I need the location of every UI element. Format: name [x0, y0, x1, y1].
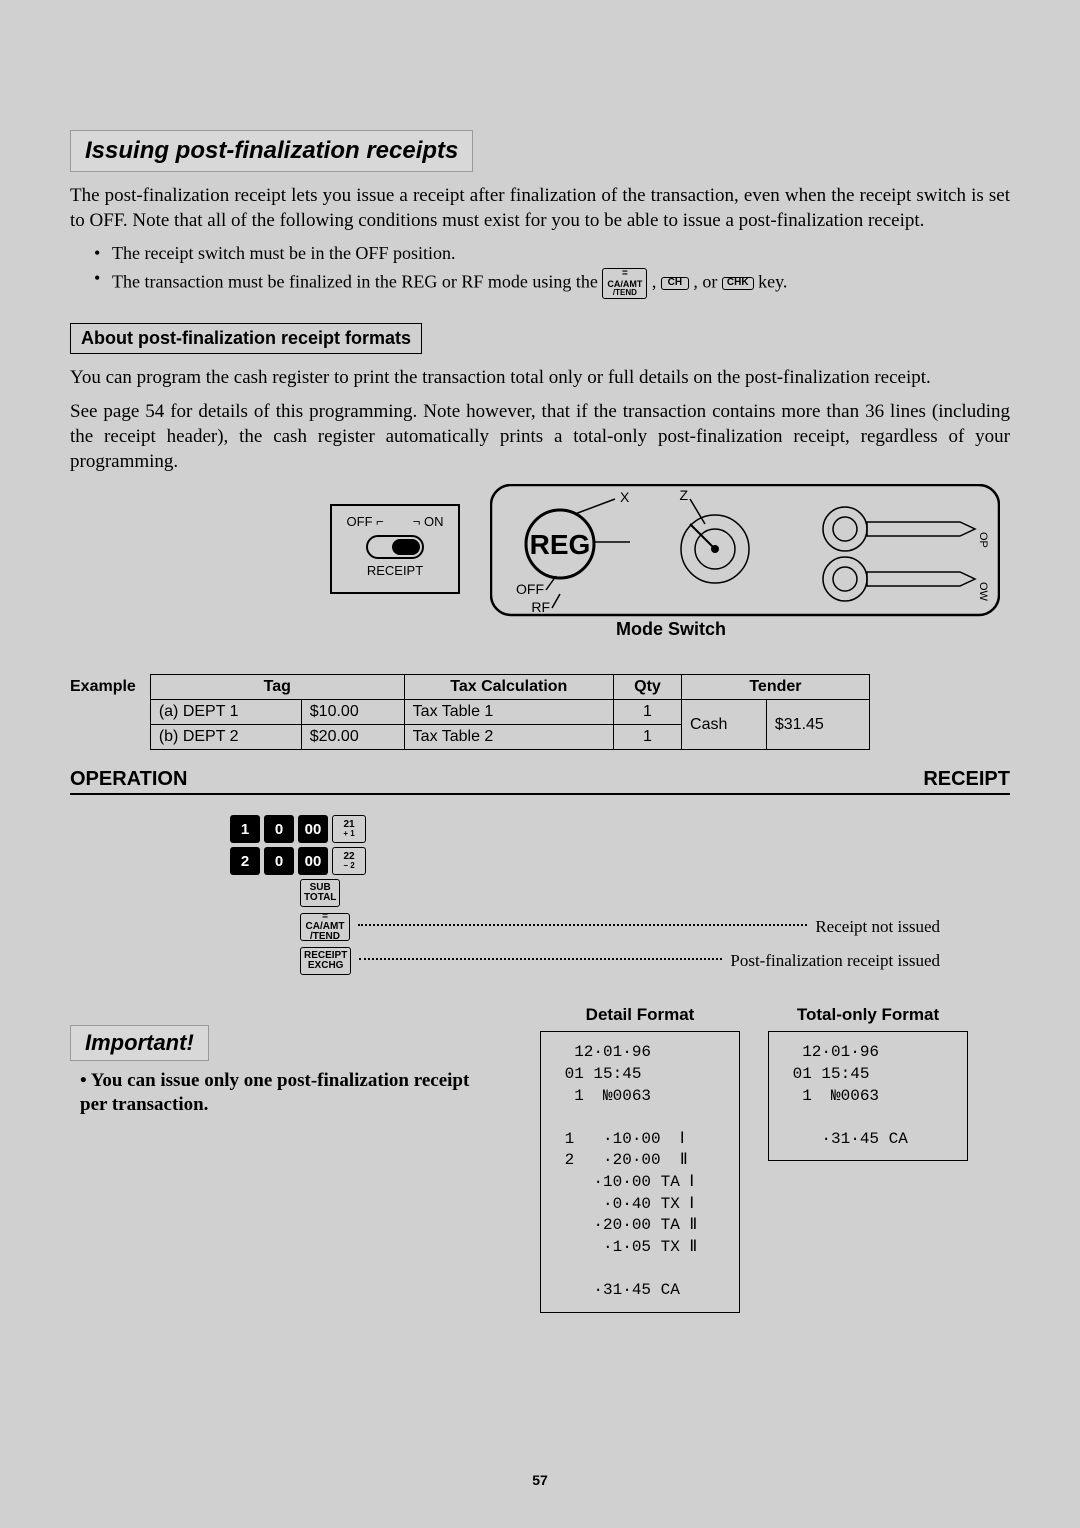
note-line: RECEIPTEXCHG Post-finalization receipt i…	[300, 947, 940, 975]
svg-text:RF: RF	[531, 599, 550, 615]
important-body: You can issue only one post-finalization…	[70, 1069, 470, 1117]
svg-text:OW: OW	[977, 582, 989, 602]
switch-knob	[392, 539, 420, 555]
cell: (b) DEPT 2	[150, 725, 301, 750]
receipt-label: RECEIPT	[923, 768, 1010, 791]
cell-tender-amt: $31.45	[766, 700, 869, 750]
dept-key: 22− 2	[332, 847, 366, 875]
receipt-exchg-key: RECEIPTEXCHG	[300, 947, 351, 975]
th-tender: Tender	[682, 675, 870, 700]
text: The transaction must be finalized in the…	[112, 272, 602, 292]
cell: 1	[613, 725, 681, 750]
detail-format-col: Detail Format 12·01·96 01 15:45 1 №0063 …	[540, 1005, 740, 1312]
operation-receipt-header: OPERATION RECEIPT	[70, 768, 1010, 795]
section-heading: Issuing post-finalization receipts	[70, 130, 473, 172]
diagrams-area: OFF ⌐ ¬ ON RECEIPT REG X OFF	[70, 484, 1010, 644]
detail-format-title: Detail Format	[540, 1005, 740, 1025]
text: ,	[652, 272, 661, 292]
intro-paragraph: The post-finalization receipt lets you i…	[70, 184, 1010, 233]
svg-text:OP: OP	[977, 532, 989, 548]
cell-tender-type: Cash	[682, 700, 767, 750]
conditions-list: The receipt switch must be in the OFF po…	[94, 243, 1010, 298]
ca-amt-tend-key: = CA/AMT/TEND	[602, 268, 647, 298]
paragraph: See page 54 for details of this programm…	[70, 400, 1010, 474]
condition-item: The transaction must be finalized in the…	[94, 268, 1010, 298]
receipt-switch-diagram: OFF ⌐ ¬ ON RECEIPT	[330, 504, 460, 594]
important-heading: Important!	[70, 1025, 209, 1061]
example-label: Example	[70, 678, 136, 696]
example-table: Tag Tax Calculation Qty Tender (a) DEPT …	[150, 674, 870, 750]
total-format-col: Total-only Format 12·01·96 01 15:45 1 №0…	[768, 1005, 968, 1312]
cell: Tax Table 2	[404, 725, 613, 750]
total-receipt: 12·01·96 01 15:45 1 №0063 ·31·45 CA	[768, 1031, 968, 1161]
digit-key: 2	[230, 847, 260, 875]
ca-amt-tend-key: = CA/AMT/TEND	[300, 913, 350, 941]
key-row: SUBTOTAL	[300, 879, 1010, 907]
lower-area: Important! You can issue only one post-f…	[70, 1005, 1010, 1305]
text: , or	[693, 272, 722, 292]
switch-track	[366, 535, 424, 559]
page: Issuing post-finalization receipts The p…	[0, 0, 1080, 1528]
th-tax: Tax Calculation	[404, 675, 613, 700]
content-area: Issuing post-finalization receipts The p…	[70, 130, 1010, 1305]
condition-item: The receipt switch must be in the OFF po…	[94, 243, 1010, 264]
cell: $10.00	[301, 700, 404, 725]
detail-receipt: 12·01·96 01 15:45 1 №0063 1 ·10·00 Ⅰ 2 ·…	[540, 1031, 740, 1312]
note-line: = CA/AMT/TEND Receipt not issued	[300, 913, 940, 941]
digit-key: 0	[264, 815, 294, 843]
page-number: 57	[0, 1472, 1080, 1488]
cell: $20.00	[301, 725, 404, 750]
cell: (a) DEPT 1	[150, 700, 301, 725]
operation-block: 1 0 00 21+ 1 2 0 00 22− 2 SUBTOTAL	[230, 815, 1010, 975]
digit-key: 00	[298, 847, 328, 875]
receipt-label: RECEIPT	[332, 563, 458, 578]
cell: Tax Table 1	[404, 700, 613, 725]
digit-key: 1	[230, 815, 260, 843]
paragraph: You can program the cash register to pri…	[70, 366, 1010, 391]
svg-text:REG: REG	[530, 529, 591, 560]
mode-switch-svg: REG X OFF RF Z	[490, 484, 1000, 634]
note-text: Receipt not issued	[815, 917, 940, 937]
digit-key: 00	[298, 815, 328, 843]
mode-switch-diagram: REG X OFF RF Z	[490, 484, 1000, 634]
cell: 1	[613, 700, 681, 725]
on-label: ¬ ON	[413, 514, 444, 529]
th-tag: Tag	[150, 675, 404, 700]
sub-heading: About post-finalization receipt formats	[70, 323, 422, 354]
key-row: 1 0 00 21+ 1	[230, 815, 1010, 843]
off-label: OFF ⌐	[347, 514, 384, 529]
dept-key: 21+ 1	[332, 815, 366, 843]
operation-label: OPERATION	[70, 768, 187, 791]
key-row: 2 0 00 22− 2	[230, 847, 1010, 875]
ch-key: CH	[661, 277, 689, 290]
th-qty: Qty	[613, 675, 681, 700]
digit-key: 0	[264, 847, 294, 875]
example-wrap: Example Tag Tax Calculation Qty Tender (…	[70, 644, 1010, 750]
mode-switch-label: Mode Switch	[610, 619, 732, 640]
note-text: Post-finalization receipt issued	[730, 951, 940, 971]
chk-key: CHK	[722, 277, 754, 290]
svg-text:OFF: OFF	[516, 581, 544, 597]
svg-text:X: X	[620, 489, 630, 505]
svg-text:Z: Z	[679, 487, 688, 503]
text: key.	[758, 272, 787, 292]
receipt-formats: Detail Format 12·01·96 01 15:45 1 №0063 …	[540, 1005, 968, 1312]
subtotal-key: SUBTOTAL	[300, 879, 340, 907]
total-format-title: Total-only Format	[768, 1005, 968, 1025]
